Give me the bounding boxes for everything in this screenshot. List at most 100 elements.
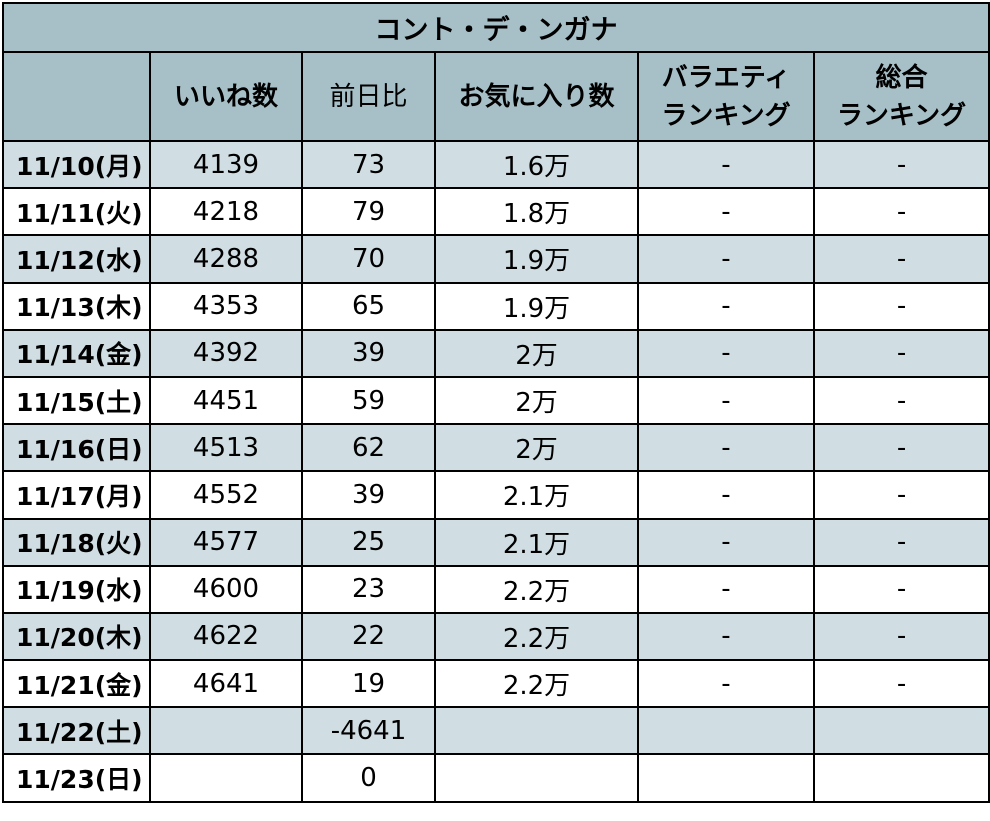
header-overall-ranking-line2: ランキング bbox=[836, 100, 967, 131]
diff-cell: 19 bbox=[301, 659, 436, 709]
diff-cell: 59 bbox=[301, 375, 436, 426]
likes-cell: 4451 bbox=[149, 375, 303, 426]
date-cell: 11/22(土) bbox=[2, 706, 151, 756]
diff-cell: 73 bbox=[301, 139, 436, 190]
likes-cell: 4552 bbox=[149, 470, 303, 520]
table-row: 11/23(日) 0 bbox=[2, 753, 990, 803]
variety-ranking-cell: - bbox=[637, 139, 815, 190]
likes-cell bbox=[149, 706, 303, 756]
stats-table: コント・デ・ンガナ いいね数 前日比 お気に入り数 バラエティ ランキング 総合… bbox=[1, 2, 990, 803]
table-title: コント・デ・ンガナ bbox=[1, 2, 990, 53]
likes-cell: 4577 bbox=[149, 517, 303, 567]
table-row: 11/10(月) 4139 73 1.6万 - - bbox=[2, 139, 990, 190]
date-cell: 11/15(土) bbox=[2, 375, 151, 426]
table-row: 11/21(金) 4641 19 2.2万 - - bbox=[2, 659, 990, 709]
likes-cell: 4622 bbox=[149, 611, 303, 662]
variety-ranking-cell: - bbox=[637, 470, 815, 520]
favorites-cell: 2.1万 bbox=[434, 517, 639, 567]
table-row: 11/16(日) 4513 62 2万 - - bbox=[2, 423, 990, 473]
favorites-cell: 2.1万 bbox=[434, 470, 639, 520]
header-favorites: お気に入り数 bbox=[434, 51, 639, 142]
variety-ranking-cell: - bbox=[637, 423, 815, 473]
table-row: 11/17(月) 4552 39 2.1万 - - bbox=[2, 470, 990, 520]
title-row: コント・デ・ンガナ bbox=[1, 2, 990, 53]
date-cell: 11/12(水) bbox=[2, 234, 151, 284]
header-overall-ranking-line1: 総合 bbox=[875, 62, 928, 93]
header-variety-ranking-line2: ランキング bbox=[661, 100, 791, 131]
favorites-cell: 1.8万 bbox=[434, 187, 639, 237]
header-diff: 前日比 bbox=[301, 51, 436, 142]
diff-cell: 0 bbox=[301, 753, 436, 803]
favorites-cell: 2万 bbox=[434, 375, 639, 426]
table-body: 11/10(月) 4139 73 1.6万 - -11/11(火) 4218 79 1.8万 - -… bbox=[2, 139, 990, 803]
likes-cell: 4353 bbox=[149, 281, 303, 331]
date-cell: 11/17(月) bbox=[2, 470, 151, 520]
table-row: 11/15(土) 4451 59 2万 - - bbox=[2, 375, 990, 426]
variety-ranking-cell: - bbox=[637, 234, 815, 284]
likes-cell: 4288 bbox=[149, 234, 303, 284]
header-variety-ranking: バラエティ ランキング bbox=[637, 51, 815, 142]
table-row: 11/18(火) 4577 25 2.1万 - - bbox=[2, 517, 990, 567]
table-row: 11/20(木) 4622 22 2.2万 - - bbox=[2, 611, 990, 662]
overall-ranking-cell: - bbox=[812, 139, 990, 190]
likes-cell bbox=[149, 753, 303, 803]
header-row: いいね数 前日比 お気に入り数 バラエティ ランキング 総合 ランキング bbox=[2, 51, 990, 142]
variety-ranking-cell: - bbox=[637, 611, 815, 662]
date-cell: 11/10(月) bbox=[2, 139, 151, 190]
favorites-cell: 1.9万 bbox=[434, 234, 639, 284]
variety-ranking-cell: - bbox=[637, 187, 815, 237]
overall-ranking-cell: - bbox=[812, 423, 990, 473]
variety-ranking-cell: - bbox=[637, 564, 815, 614]
table-row: 11/13(木) 4353 65 1.9万 - - bbox=[2, 281, 990, 331]
table-row: 11/22(土) -4641 bbox=[2, 706, 990, 756]
diff-cell: 62 bbox=[301, 423, 436, 473]
overall-ranking-cell: - bbox=[812, 564, 990, 614]
date-cell: 11/19(水) bbox=[2, 564, 151, 614]
likes-cell: 4513 bbox=[149, 423, 303, 473]
date-cell: 11/13(木) bbox=[2, 281, 151, 331]
variety-ranking-cell bbox=[637, 706, 815, 756]
favorites-cell: 2.2万 bbox=[434, 564, 639, 614]
header-date bbox=[2, 51, 151, 142]
favorites-cell: 2万 bbox=[434, 328, 639, 378]
likes-cell: 4392 bbox=[149, 328, 303, 378]
overall-ranking-cell: - bbox=[812, 234, 990, 284]
variety-ranking-cell bbox=[637, 753, 815, 803]
overall-ranking-cell: - bbox=[812, 470, 990, 520]
overall-ranking-cell: - bbox=[812, 517, 990, 567]
overall-ranking-cell bbox=[812, 706, 990, 756]
diff-cell: 79 bbox=[301, 187, 436, 237]
header-overall-ranking: 総合 ランキング bbox=[812, 51, 990, 142]
table-row: 11/14(金) 4392 39 2万 - - bbox=[2, 328, 990, 378]
favorites-cell bbox=[434, 753, 639, 803]
table-row: 11/19(水) 4600 23 2.2万 - - bbox=[2, 564, 990, 614]
table-row: 11/11(火) 4218 79 1.8万 - - bbox=[2, 187, 990, 237]
likes-cell: 4641 bbox=[149, 659, 303, 709]
favorites-cell: 2万 bbox=[434, 423, 639, 473]
date-cell: 11/23(日) bbox=[2, 753, 151, 803]
favorites-cell bbox=[434, 706, 639, 756]
overall-ranking-cell: - bbox=[812, 328, 990, 378]
favorites-cell: 1.9万 bbox=[434, 281, 639, 331]
date-cell: 11/11(火) bbox=[2, 187, 151, 237]
date-cell: 11/20(木) bbox=[2, 611, 151, 662]
date-cell: 11/18(火) bbox=[2, 517, 151, 567]
overall-ranking-cell bbox=[812, 753, 990, 803]
header-likes: いいね数 bbox=[149, 51, 303, 142]
favorites-cell: 1.6万 bbox=[434, 139, 639, 190]
variety-ranking-cell: - bbox=[637, 375, 815, 426]
diff-cell: 39 bbox=[301, 328, 436, 378]
likes-cell: 4139 bbox=[149, 139, 303, 190]
date-cell: 11/16(日) bbox=[2, 423, 151, 473]
favorites-cell: 2.2万 bbox=[434, 611, 639, 662]
overall-ranking-cell: - bbox=[812, 659, 990, 709]
diff-cell: 22 bbox=[301, 611, 436, 662]
diff-cell: 70 bbox=[301, 234, 436, 284]
diff-cell: 25 bbox=[301, 517, 436, 567]
favorites-cell: 2.2万 bbox=[434, 659, 639, 709]
header-variety-ranking-line1: バラエティ bbox=[661, 62, 791, 93]
likes-cell: 4218 bbox=[149, 187, 303, 237]
diff-cell: -4641 bbox=[301, 706, 436, 756]
date-cell: 11/21(金) bbox=[2, 659, 151, 709]
variety-ranking-cell: - bbox=[637, 517, 815, 567]
